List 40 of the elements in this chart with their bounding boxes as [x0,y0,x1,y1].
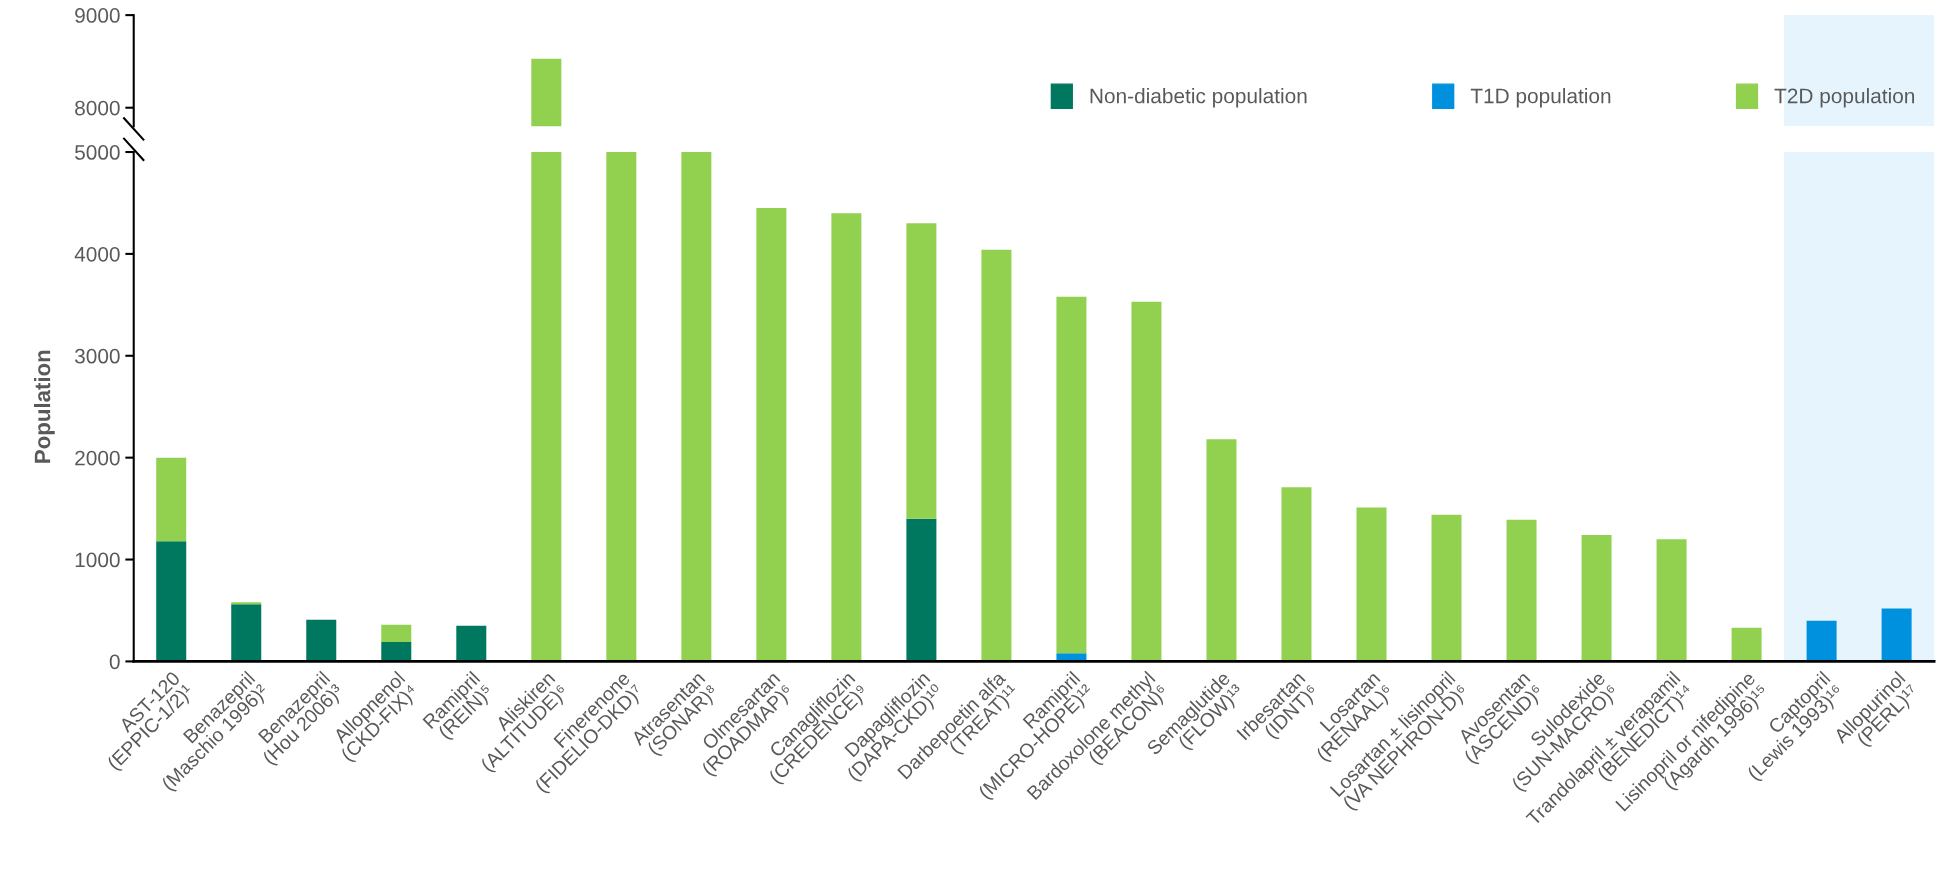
bar [1731,627,1762,662]
bar [1881,608,1912,662]
bar [1281,487,1312,662]
y-tick-label: 1000 [75,552,120,568]
bar [381,624,412,643]
bar [1506,519,1537,662]
bar [1431,514,1462,662]
bar [1806,620,1837,662]
bar [1656,539,1687,662]
bar [906,223,937,519]
y-tick-label: 5000 [75,145,120,160]
bar [1056,296,1087,654]
y-tick-label: 4000 [74,246,120,262]
bar [1581,535,1612,662]
bar [1131,301,1162,662]
bar [1206,439,1237,662]
bar [381,642,412,662]
bar [756,208,787,662]
bar [156,541,187,662]
bar [681,152,712,662]
bar [906,518,937,662]
bar [981,249,1012,662]
bar [531,152,562,662]
y-tick-label: 0 [109,654,120,670]
legend-label: T2D population [1774,88,1915,108]
bar [231,604,262,662]
y-axis-title: Population [34,350,55,463]
y-tick-label: 3000 [74,348,120,364]
y-tick-label: 2000 [75,450,120,466]
legend-label: Non-diabetic population [1090,88,1307,108]
bar [306,619,337,662]
y-tick-label: 9000 [75,8,120,23]
bar [1356,507,1387,662]
bar [831,213,862,662]
bar [606,152,637,662]
bar [156,457,187,542]
bar [231,602,262,605]
bar [456,625,487,662]
y-tick-label: 8000 [75,100,120,116]
legend-label: T1D population [1470,88,1611,108]
